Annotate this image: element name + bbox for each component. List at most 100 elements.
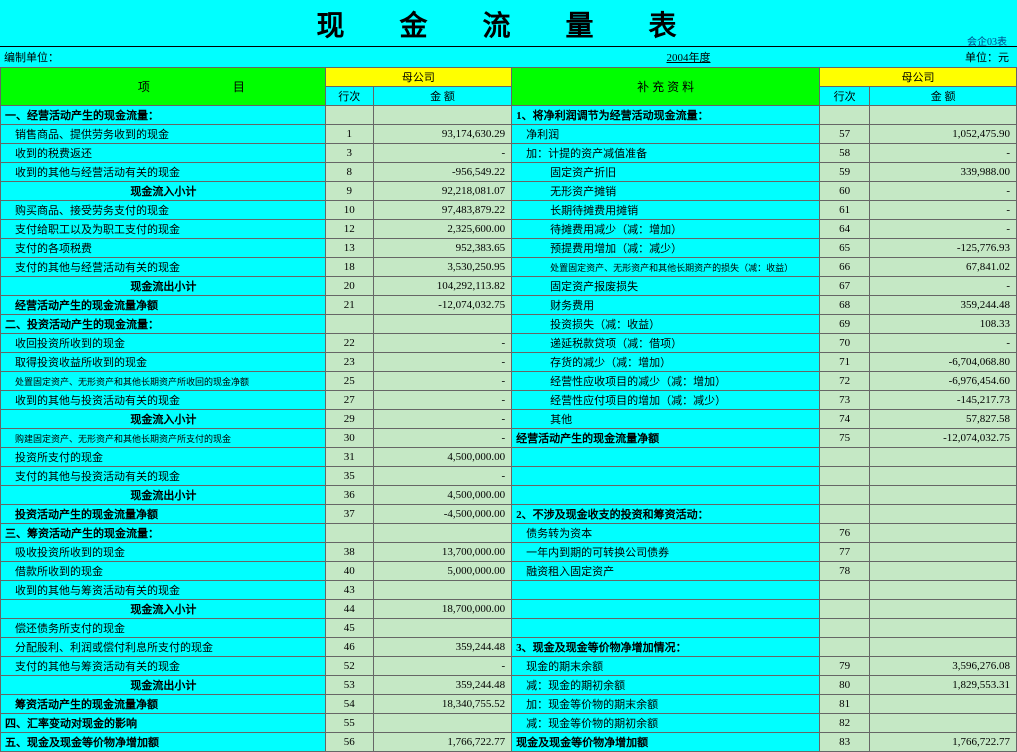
- supplement-cell: [512, 619, 820, 638]
- item-cell: 支付的各项税费: [1, 239, 326, 258]
- amount-cell: [373, 315, 511, 334]
- seq2-cell: [820, 505, 870, 524]
- item-cell: 三、筹资活动产生的现金流量：: [1, 524, 326, 543]
- seq-cell: 45: [325, 619, 373, 638]
- supplement-cell: 现金的期末余额: [512, 657, 820, 676]
- amount2-cell: 57,827.58: [870, 410, 1017, 429]
- seq2-cell: 65: [820, 239, 870, 258]
- amount-cell: 18,340,755.52: [373, 695, 511, 714]
- supplement-cell: 固定资产折旧: [512, 163, 820, 182]
- seq-cell: 35: [325, 467, 373, 486]
- seq2-cell: 57: [820, 125, 870, 144]
- item-cell: 吸收投资所收到的现金: [1, 543, 326, 562]
- table-row: 取得投资收益所收到的现金23-存货的减少（减：增加）71-6,704,068.8…: [1, 353, 1017, 372]
- amount-cell: 1,766,722.77: [373, 733, 511, 752]
- seq-cell: 40: [325, 562, 373, 581]
- item-cell: 销售商品、提供劳务收到的现金: [1, 125, 326, 144]
- seq-cell: 25: [325, 372, 373, 391]
- item-cell: 筹资活动产生的现金流量净额: [1, 695, 326, 714]
- item-cell: 现金流出小计: [1, 486, 326, 505]
- seq2-cell: 78: [820, 562, 870, 581]
- seq2-cell: [820, 448, 870, 467]
- item-cell: 现金流入小计: [1, 600, 326, 619]
- amount-cell: 104,292,113.82: [373, 277, 511, 296]
- seq-cell: [325, 106, 373, 125]
- item-cell: 支付的其他与经营活动有关的现金: [1, 258, 326, 277]
- amount-cell: 4,500,000.00: [373, 448, 511, 467]
- amount-cell: 4,500,000.00: [373, 486, 511, 505]
- seq2-cell: 82: [820, 714, 870, 733]
- seq-cell: 54: [325, 695, 373, 714]
- hdr-supplement: 补 充 资 料: [512, 68, 820, 106]
- amount2-cell: -6,976,454.60: [870, 372, 1017, 391]
- table-row: 二、投资活动产生的现金流量：投资损失（减：收益）69108.33: [1, 315, 1017, 334]
- seq2-cell: [820, 638, 870, 657]
- item-cell: 支付的其他与筹资活动有关的现金: [1, 657, 326, 676]
- seq-cell: 13: [325, 239, 373, 258]
- amount2-cell: [870, 524, 1017, 543]
- table-row: 收到的税费返还3-加：计提的资产减值准备58-: [1, 144, 1017, 163]
- supplement-cell: 待摊费用减少（减：增加）: [512, 220, 820, 239]
- seq-cell: 3: [325, 144, 373, 163]
- cashflow-table: 项 目 母公司 补 充 资 料 母公司 行次 金 额 行次 金 额 一、经营活动…: [0, 67, 1017, 752]
- seq-cell: 38: [325, 543, 373, 562]
- seq2-cell: 72: [820, 372, 870, 391]
- table-row: 吸收投资所收到的现金3813,700,000.00一年内到期的可转换公司债券77: [1, 543, 1017, 562]
- supplement-cell: 处置固定资产、无形资产和其他长期资产的损失（减：收益）: [512, 258, 820, 277]
- item-cell: 购买商品、接受劳务支付的现金: [1, 201, 326, 220]
- table-row: 四、汇率变动对现金的影响55减：现金等价物的期初余额82: [1, 714, 1017, 733]
- table-row: 经营活动产生的现金流量净额21-12,074,032.75财务费用68359,2…: [1, 296, 1017, 315]
- supplement-cell: [512, 581, 820, 600]
- amount2-cell: [870, 448, 1017, 467]
- supplement-cell: 经营性应收项目的减少（减：增加）: [512, 372, 820, 391]
- supplement-cell: 其他: [512, 410, 820, 429]
- seq2-cell: [820, 600, 870, 619]
- amount-cell: -: [373, 353, 511, 372]
- header-row-1: 项 目 母公司 补 充 资 料 母公司: [1, 68, 1017, 87]
- seq-cell: 22: [325, 334, 373, 353]
- supplement-cell: 加：计提的资产减值准备: [512, 144, 820, 163]
- supplement-cell: 存货的减少（减：增加）: [512, 353, 820, 372]
- seq2-cell: 80: [820, 676, 870, 695]
- table-row: 现金流出小计364,500,000.00: [1, 486, 1017, 505]
- amount-cell: 97,483,879.22: [373, 201, 511, 220]
- table-row: 五、现金及现金等价物净增加额561,766,722.77现金及现金等价物净增加额…: [1, 733, 1017, 752]
- seq2-cell: 59: [820, 163, 870, 182]
- seq2-cell: [820, 486, 870, 505]
- seq-cell: [325, 524, 373, 543]
- seq2-cell: 83: [820, 733, 870, 752]
- table-row: 现金流入小计992,218,081.07无形资产摊销60-: [1, 182, 1017, 201]
- item-cell: 取得投资收益所收到的现金: [1, 353, 326, 372]
- amount2-cell: -: [870, 201, 1017, 220]
- amount2-cell: 339,988.00: [870, 163, 1017, 182]
- amount-cell: -12,074,032.75: [373, 296, 511, 315]
- seq2-cell: 70: [820, 334, 870, 353]
- item-cell: 经营活动产生的现金流量净额: [1, 296, 326, 315]
- seq2-cell: 69: [820, 315, 870, 334]
- amount2-cell: -: [870, 144, 1017, 163]
- amount2-cell: [870, 543, 1017, 562]
- hdr-parent-1: 母公司: [325, 68, 511, 87]
- table-row: 三、筹资活动产生的现金流量：债务转为资本76: [1, 524, 1017, 543]
- item-cell: 现金流入小计: [1, 410, 326, 429]
- seq2-cell: [820, 106, 870, 125]
- item-cell: 收回投资所收到的现金: [1, 334, 326, 353]
- seq2-cell: [820, 581, 870, 600]
- amount-cell: -: [373, 372, 511, 391]
- table-row: 购买商品、接受劳务支付的现金1097,483,879.22长期待摊费用摊销61-: [1, 201, 1017, 220]
- table-row: 借款所收到的现金405,000,000.00融资租入固定资产78: [1, 562, 1017, 581]
- supplement-cell: 无形资产摊销: [512, 182, 820, 201]
- item-cell: 收到的其他与投资活动有关的现金: [1, 391, 326, 410]
- table-row: 收到的其他与经营活动有关的现金8-956,549.22固定资产折旧59339,9…: [1, 163, 1017, 182]
- supplement-cell: 一年内到期的可转换公司债券: [512, 543, 820, 562]
- item-cell: 五、现金及现金等价物净增加额: [1, 733, 326, 752]
- amount2-cell: -6,704,068.80: [870, 353, 1017, 372]
- amount-cell: 359,244.48: [373, 638, 511, 657]
- supplement-cell: 净利润: [512, 125, 820, 144]
- amount-cell: -956,549.22: [373, 163, 511, 182]
- seq2-cell: 75: [820, 429, 870, 448]
- table-row: 处置固定资产、无形资产和其他长期资产所收回的现金净额25-经营性应收项目的减少（…: [1, 372, 1017, 391]
- supplement-cell: 3、现金及现金等价物净增加情况：: [512, 638, 820, 657]
- amount2-cell: [870, 581, 1017, 600]
- amount2-cell: 67,841.02: [870, 258, 1017, 277]
